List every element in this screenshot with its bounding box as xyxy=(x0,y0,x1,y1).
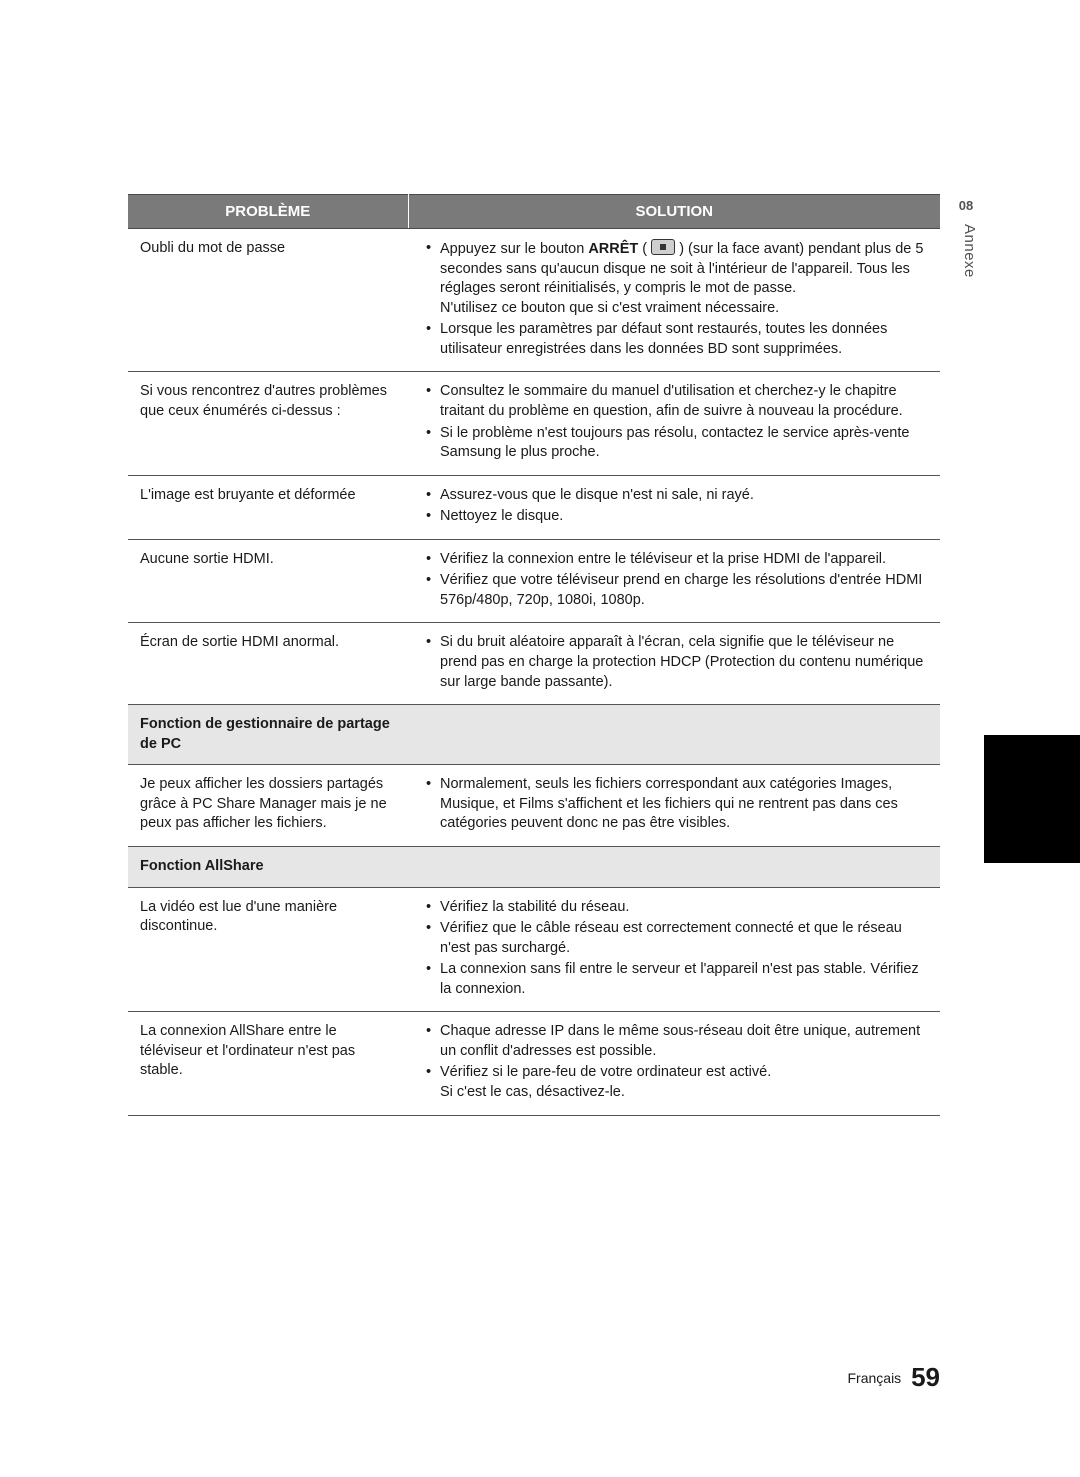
solution-bullet: Lorsque les paramètres par défaut sont r… xyxy=(440,320,928,359)
problem-cell: La connexion AllShare entre le téléviseu… xyxy=(128,1012,408,1115)
solution-bullet: Vérifiez que le câble réseau est correct… xyxy=(440,919,928,958)
solution-bullet: Vérifiez la stabilité du réseau. xyxy=(440,898,928,918)
solution-bullet: Appuyez sur le bouton ARRÊT ( ) (sur la … xyxy=(440,239,928,318)
thumb-tab xyxy=(984,735,1080,863)
section-header-blank xyxy=(408,705,940,765)
solution-bullet: Nettoyez le disque. xyxy=(440,507,928,527)
header-problem: PROBLÈME xyxy=(128,195,408,229)
solution-bullet: Vérifiez que votre téléviseur prend en c… xyxy=(440,571,928,610)
chapter-number: 08 xyxy=(954,194,978,218)
solution-cell: Consultez le sommaire du manuel d'utilis… xyxy=(408,372,940,475)
solution-bullet: Si du bruit aléatoire apparaît à l'écran… xyxy=(440,633,928,692)
solution-bullet: Vérifiez la connexion entre le téléviseu… xyxy=(440,550,928,570)
section-header: Fonction de gestionnaire de partage de P… xyxy=(128,705,408,765)
section-header: Fonction AllShare xyxy=(128,846,408,887)
solution-cell: Vérifiez la stabilité du réseau.Vérifiez… xyxy=(408,887,940,1012)
solution-cell: Chaque adresse IP dans le même sous-rése… xyxy=(408,1012,940,1115)
troubleshooting-table: PROBLÈME SOLUTION Oubli du mot de passe A… xyxy=(128,194,940,1116)
solution-cell: Si du bruit aléatoire apparaît à l'écran… xyxy=(408,623,940,705)
problem-cell: Je peux afficher les dossiers partagés g… xyxy=(128,765,408,847)
problem-cell: La vidéo est lue d'une manière discontin… xyxy=(128,887,408,1012)
solution-cell: Appuyez sur le bouton ARRÊT ( ) (sur la … xyxy=(408,229,940,372)
problem-cell: Si vous rencontrez d'autres problèmes qu… xyxy=(128,372,408,475)
header-solution: SOLUTION xyxy=(408,195,940,229)
solution-cell: Normalement, seuls les fichiers correspo… xyxy=(408,765,940,847)
page-footer: Français 59 xyxy=(848,1362,941,1393)
footer-lang: Français xyxy=(848,1370,902,1386)
stop-icon xyxy=(651,239,675,255)
chapter-label: Annexe xyxy=(954,224,978,278)
solution-bullet: Vérifiez si le pare-feu de votre ordinat… xyxy=(440,1063,928,1102)
problem-cell: Oubli du mot de passe xyxy=(128,229,408,372)
solution-bullet: Chaque adresse IP dans le même sous-rése… xyxy=(440,1022,928,1061)
problem-cell: Aucune sortie HDMI. xyxy=(128,539,408,623)
footer-page-number: 59 xyxy=(911,1362,940,1392)
problem-cell: Écran de sortie HDMI anormal. xyxy=(128,623,408,705)
solution-bullet: La connexion sans fil entre le serveur e… xyxy=(440,960,928,999)
solution-cell: Vérifiez la connexion entre le téléviseu… xyxy=(408,539,940,623)
section-header-blank xyxy=(408,846,940,887)
solution-bullet: Si le problème n'est toujours pas résolu… xyxy=(440,424,928,463)
solution-bullet: Assurez-vous que le disque n'est ni sale… xyxy=(440,486,928,506)
solution-cell: Assurez-vous que le disque n'est ni sale… xyxy=(408,475,940,539)
solution-bullet: Normalement, seuls les fichiers correspo… xyxy=(440,775,928,834)
solution-bullet: Consultez le sommaire du manuel d'utilis… xyxy=(440,382,928,421)
problem-cell: L'image est bruyante et déformée xyxy=(128,475,408,539)
